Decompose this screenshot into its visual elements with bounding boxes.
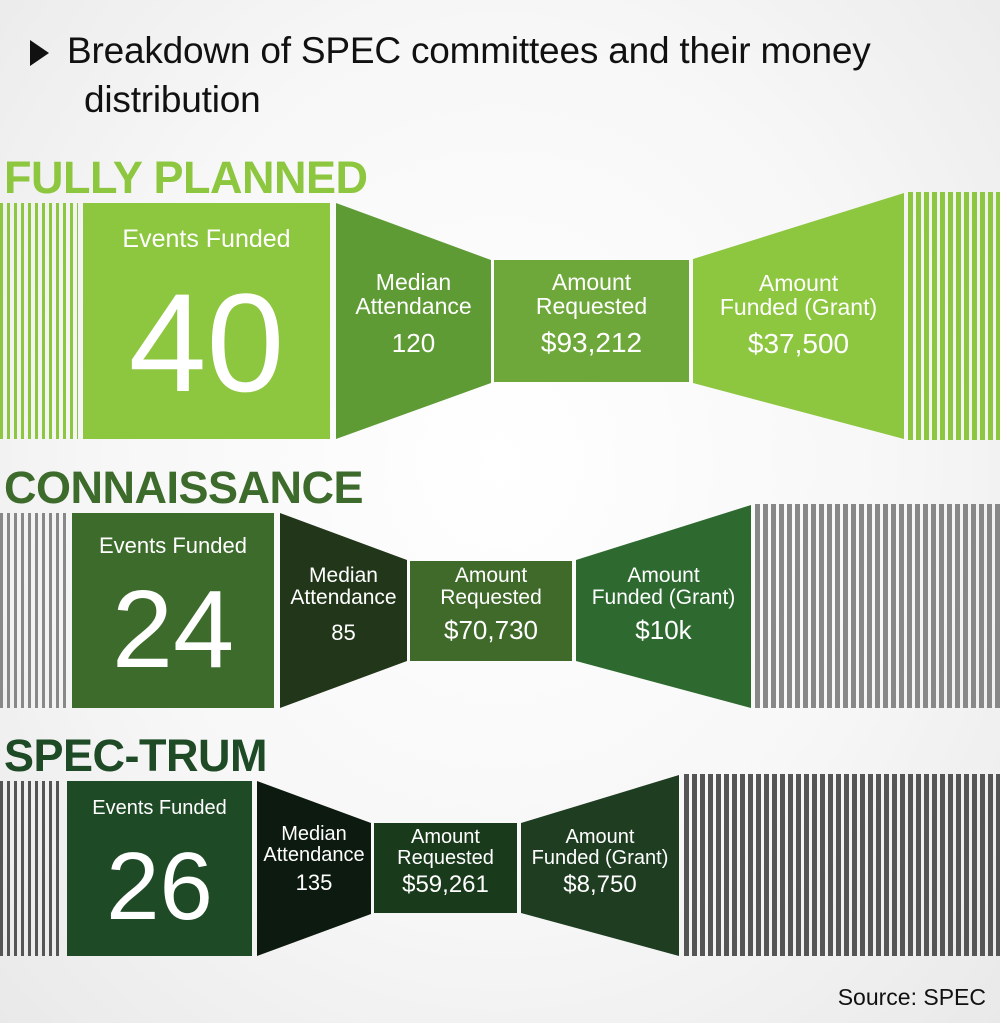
requested-shape [494, 260, 689, 382]
funded-shape [576, 505, 751, 708]
median-value: 85 [331, 620, 356, 646]
amount-funded-segment: Amount Funded (Grant) $37,500 [693, 193, 904, 439]
requested-value: $93,212 [540, 327, 643, 359]
amount-requested-segment: Amount Requested $59,261 [374, 823, 517, 913]
page-title-line1: Breakdown of SPEC committees and their m… [67, 30, 871, 71]
median-attendance-segment: Median Attendance 135 [257, 781, 371, 956]
requested-value: $70,730 [444, 615, 538, 646]
events-funded-label: Events Funded [92, 797, 227, 819]
funded-label-1: Amount [627, 564, 700, 587]
amount-requested-segment: Amount Requested $70,730 [410, 561, 572, 661]
events-funded-value: 26 [106, 833, 213, 940]
requested-label-1: Amount [411, 826, 480, 848]
barcode-right [755, 504, 1000, 708]
requested-label-1: Amount [551, 269, 632, 295]
page-title-line2: distribution [84, 79, 261, 120]
median-attendance-segment: Median Attendance 120 [336, 203, 491, 439]
funded-label-1: Amount [565, 826, 635, 848]
events-funded-label: Events Funded [99, 533, 247, 558]
funded-label-1: Amount [758, 270, 839, 296]
amount-funded-segment: Amount Funded (Grant) $8,750 [521, 775, 679, 956]
requested-shape [374, 823, 517, 913]
events-funded-label: Events Funded [122, 225, 291, 253]
median-value: 120 [391, 328, 436, 359]
funded-shape [693, 193, 904, 439]
median-value: 135 [295, 870, 333, 895]
events-funded-value: 40 [128, 264, 285, 421]
funded-label-2: Funded (Grant) [531, 847, 669, 869]
events-funded-box: Events Funded 40 [83, 203, 330, 439]
median-label-2: Attendance [290, 586, 397, 610]
requested-label-2: Requested [535, 293, 648, 320]
requested-label-2: Requested [397, 847, 494, 869]
barcode-left [0, 203, 78, 439]
funded-value: $8,750 [563, 871, 637, 898]
requested-label-2: Requested [440, 586, 542, 610]
requested-label-1: Amount [454, 564, 528, 587]
barcode-left [0, 513, 68, 708]
section-heading: FULLY PLANNED [4, 152, 368, 203]
funded-value: $10k [635, 615, 692, 646]
funded-shape [521, 775, 679, 956]
events-funded-box: Events Funded 24 [72, 513, 274, 708]
barcode-right [908, 192, 1000, 440]
median-attendance-segment: Median Attendance 85 [280, 513, 407, 708]
requested-value: $59,261 [402, 871, 489, 898]
title-arrow-icon [30, 40, 49, 66]
median-label-2: Attendance [355, 293, 472, 320]
median-label-1: Median [309, 564, 378, 587]
requested-shape [410, 561, 572, 661]
events-funded-value: 24 [111, 568, 235, 691]
funded-value: $37,500 [747, 328, 850, 360]
section-heading: CONNAISSANCE [4, 462, 364, 513]
events-funded-box: Events Funded 26 [67, 781, 252, 956]
amount-funded-segment: Amount Funded (Grant) $10k [576, 505, 751, 708]
median-label-1: Median [375, 269, 452, 295]
median-label-2: Attendance [263, 844, 365, 866]
barcode-left [0, 781, 63, 956]
barcode-right [684, 774, 1000, 956]
section-heading: SPEC-TRUM [4, 730, 268, 781]
median-shape [257, 781, 371, 956]
source-credit: Source: SPEC [837, 984, 986, 1010]
amount-requested-segment: Amount Requested $93,212 [494, 260, 689, 382]
median-shape [280, 513, 407, 708]
funded-label-2: Funded (Grant) [719, 294, 878, 321]
median-shape [336, 203, 491, 439]
funded-label-2: Funded (Grant) [591, 586, 736, 610]
median-label-1: Median [281, 823, 347, 845]
